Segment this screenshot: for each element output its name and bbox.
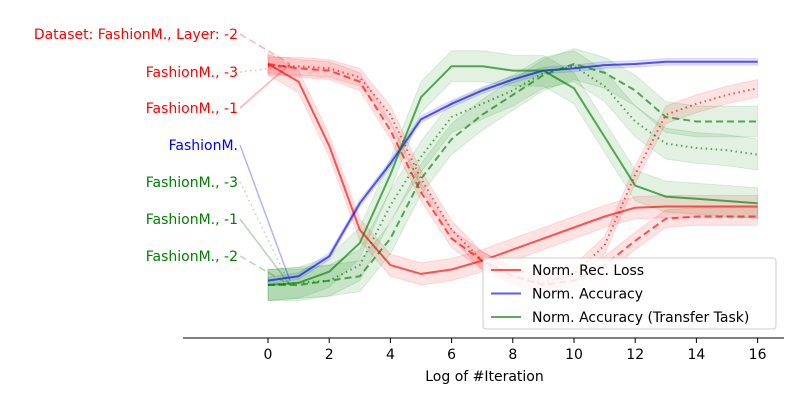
legend-entry-accuracy: Norm. Accuracy — [491, 287, 643, 303]
series-label-3: FashionM. — [169, 138, 238, 154]
series-label-6: FashionM., -2 — [146, 249, 238, 265]
series-lines — [267, 60, 758, 286]
series-label-2: FashionM., -1 — [146, 101, 238, 117]
band-series-5 — [267, 47, 759, 301]
line-series-4 — [267, 65, 758, 286]
line-series-0 — [267, 63, 758, 275]
connector-5 — [239, 218, 291, 286]
connector-4 — [239, 181, 291, 286]
line-series-6 — [267, 65, 758, 286]
band-series-2 — [267, 56, 759, 293]
x-tick-label-8: 16 — [749, 347, 767, 363]
legend-entry-transfer: Norm. Accuracy (Transfer Task) — [491, 310, 749, 326]
legend-label-accuracy: Norm. Accuracy — [532, 287, 643, 303]
x-tick-label-0: 0 — [264, 347, 273, 363]
label-connectors — [239, 33, 291, 286]
legend-label-loss: Norm. Rec. Loss — [532, 263, 644, 279]
x-tick-label-5: 10 — [565, 347, 583, 363]
x-tick-label-1: 2 — [325, 347, 334, 363]
legend-box — [482, 257, 777, 330]
x-tick-label-6: 12 — [626, 347, 644, 363]
connector-1 — [239, 65, 291, 73]
legend-label-transfer: Norm. Accuracy (Transfer Task) — [532, 310, 749, 326]
band-series-0 — [267, 52, 759, 286]
series-label-0: Dataset: FashionM., Layer: -2 — [34, 27, 238, 43]
series-label-4: FashionM., -3 — [146, 175, 238, 191]
x-tick-label-7: 14 — [687, 347, 705, 363]
x-tick-label-3: 6 — [447, 347, 456, 363]
connector-0 — [239, 33, 291, 65]
legend-entry-loss: Norm. Rec. Loss — [491, 263, 644, 279]
band-series-3 — [267, 58, 759, 285]
legend: Norm. Rec. Loss Norm. Accuracy Norm. Acc… — [482, 257, 777, 330]
series-label-5: FashionM., -1 — [146, 212, 238, 228]
band-series-6 — [267, 50, 759, 302]
series-labels: Dataset: FashionM., Layer: -2 FashionM., … — [34, 27, 238, 265]
band-series-1 — [267, 54, 759, 295]
x-tick-label-2: 4 — [386, 347, 395, 363]
series-label-1: FashionM., -3 — [146, 65, 238, 81]
line-series-5 — [268, 63, 758, 286]
x-axis: 0 2 4 6 8 10 12 14 16 — [183, 337, 784, 363]
connector-6 — [239, 255, 291, 286]
line-series-3 — [267, 60, 758, 282]
line-series-1 — [267, 63, 758, 286]
connector-2 — [239, 63, 291, 109]
x-tick-label-4: 8 — [508, 347, 517, 363]
connector-3 — [239, 144, 291, 281]
x-axis-title: Log of #Iteration — [425, 369, 544, 385]
